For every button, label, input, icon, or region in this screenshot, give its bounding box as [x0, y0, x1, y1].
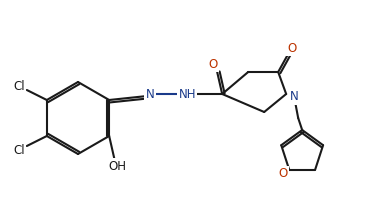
Text: Cl: Cl — [13, 143, 25, 157]
Text: O: O — [288, 41, 297, 55]
Text: O: O — [208, 58, 218, 70]
Text: N: N — [146, 87, 155, 101]
Text: O: O — [279, 167, 288, 180]
Text: Cl: Cl — [13, 80, 25, 93]
Text: OH: OH — [108, 160, 126, 173]
Text: NH: NH — [178, 87, 196, 101]
Text: N: N — [290, 90, 299, 103]
